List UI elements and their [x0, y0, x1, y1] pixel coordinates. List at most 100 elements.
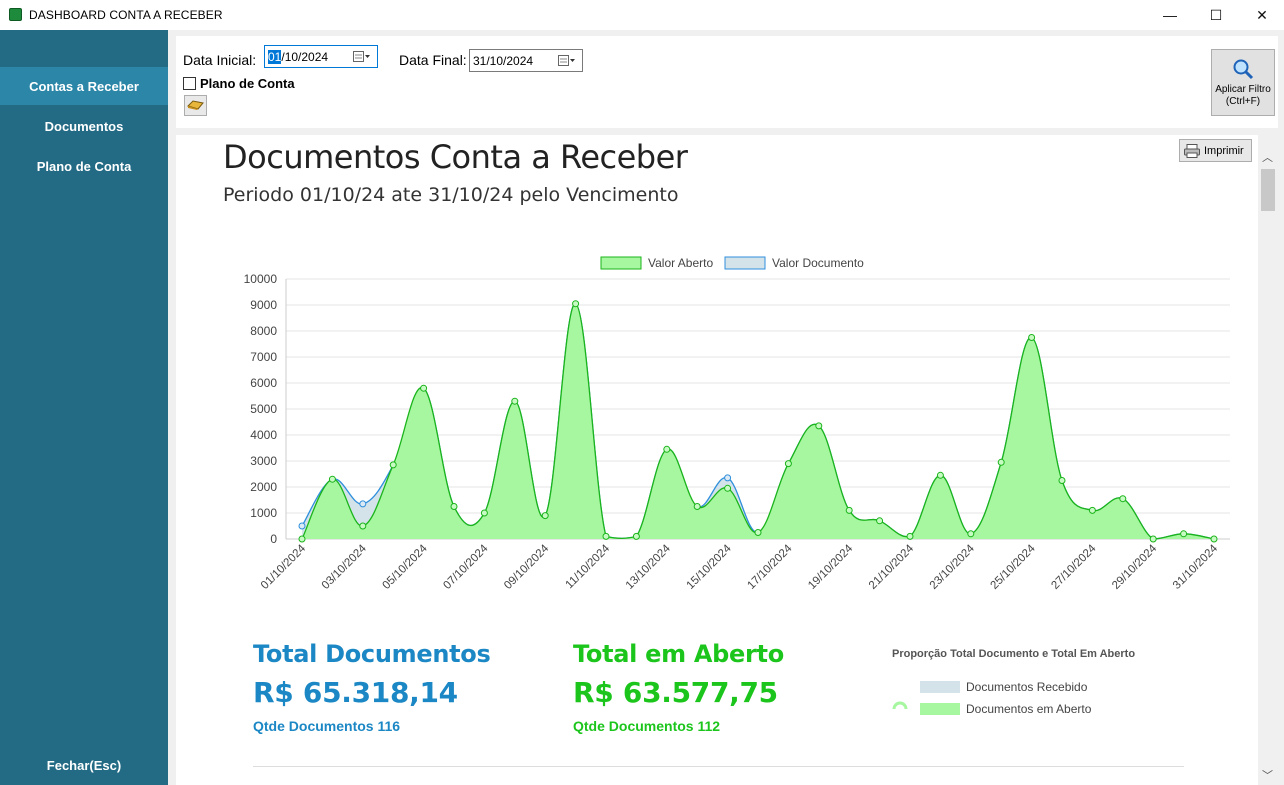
- divider: [253, 766, 1184, 767]
- donut-chart-icon: [892, 701, 908, 710]
- scroll-down-icon[interactable]: ﹀: [1262, 770, 1273, 782]
- data-point-valor-aberto: [632, 532, 640, 540]
- x-tick-label: 01/10/2024: [259, 542, 309, 592]
- legend-swatch-valor-documento: [724, 256, 766, 270]
- data-point-valor-aberto: [876, 517, 884, 525]
- print-label: Imprimir: [1204, 144, 1244, 157]
- maximize-button[interactable]: ☐: [1209, 6, 1223, 23]
- sidebar-item-contas-a-receber[interactable]: Contas a Receber: [0, 67, 168, 105]
- x-tick-label: 19/10/2024: [806, 542, 856, 592]
- y-tick-label: 8000: [250, 324, 277, 338]
- data-point-valor-aberto: [572, 300, 580, 308]
- data-point-valor-aberto: [663, 445, 671, 453]
- legend-aberto-label: Documentos em Aberto: [966, 702, 1092, 716]
- data-point-valor-aberto: [389, 461, 397, 469]
- data-final-label: Data Final:: [399, 52, 467, 68]
- data-point-valor-documento: [359, 500, 367, 508]
- print-button[interactable]: Imprimir: [1179, 139, 1252, 162]
- x-tick-label: 09/10/2024: [502, 542, 552, 592]
- data-inicial-label: Data Inicial:: [183, 52, 257, 68]
- legend-label-valor-documento: Valor Documento: [772, 256, 864, 270]
- x-tick-label: 25/10/2024: [989, 542, 1039, 592]
- legend-recebido-label: Documentos Recebido: [966, 680, 1088, 694]
- scroll-thumb[interactable]: [1261, 169, 1275, 211]
- minimize-button[interactable]: —: [1163, 7, 1177, 23]
- area-chart: 0 1000 2000 3000 4000 5000 6000 7000 8000 9000 100…: [244, 256, 1230, 592]
- x-tick-label: 05/10/2024: [381, 542, 431, 592]
- data-point-valor-aberto: [1210, 535, 1218, 543]
- plano-de-conta-checkbox[interactable]: [183, 77, 196, 90]
- total-aberto-title: Total em Aberto: [573, 640, 784, 668]
- y-tick-label: 2000: [250, 480, 277, 494]
- x-tick-label: 23/10/2024: [928, 542, 978, 592]
- data-point-valor-aberto: [602, 532, 610, 540]
- data-point-valor-aberto: [328, 475, 336, 483]
- x-tick-label: 03/10/2024: [320, 542, 370, 592]
- sidebar-item-documentos[interactable]: Documentos: [44, 118, 124, 134]
- plano-de-conta-label: Plano de Conta: [200, 76, 295, 91]
- total-documentos-count: Qtde Documentos 116: [253, 718, 401, 734]
- x-tick-label: 07/10/2024: [441, 542, 491, 592]
- data-final-field[interactable]: 31/10/2024: [469, 49, 583, 72]
- legend-aberto-swatch: [920, 703, 960, 715]
- data-point-valor-aberto: [1058, 477, 1066, 484]
- data-point-valor-aberto: [1119, 495, 1127, 503]
- y-tick-label: 4000: [250, 428, 277, 442]
- sidebar-item-plano-de-conta[interactable]: Plano de Conta: [36, 158, 132, 174]
- y-tick-label: 9000: [250, 298, 277, 312]
- data-point-valor-aberto: [845, 506, 853, 514]
- data-point-valor-aberto: [480, 509, 488, 517]
- vertical-scrollbar[interactable]: ︿ ﹀: [1258, 135, 1278, 785]
- window-title: DASHBOARD CONTA A RECEBER: [29, 8, 223, 22]
- data-point-valor-aberto: [815, 422, 823, 430]
- data-point-valor-aberto: [936, 471, 944, 479]
- y-tick-label: 5000: [250, 402, 277, 416]
- calendar-dropdown-icon[interactable]: [353, 51, 371, 63]
- data-point-valor-aberto: [1180, 530, 1188, 538]
- data-point-valor-aberto: [1088, 506, 1096, 514]
- data-point-valor-aberto: [1149, 535, 1157, 543]
- scroll-up-icon[interactable]: ︿: [1262, 152, 1273, 164]
- total-documentos-title: Total Documentos: [253, 640, 491, 668]
- x-tick-label: 17/10/2024: [745, 542, 795, 592]
- data-point-valor-aberto: [1028, 334, 1036, 341]
- data-point-valor-aberto: [511, 397, 519, 405]
- proportion-title: Proporção Total Documento e Total Em Abe…: [892, 648, 1136, 660]
- report-title: Documentos Conta a Receber: [223, 138, 688, 176]
- data-point-valor-aberto: [906, 532, 914, 540]
- x-tick-label: 27/10/2024: [1049, 542, 1099, 592]
- clear-filter-button[interactable]: [184, 95, 207, 116]
- data-point-valor-aberto: [693, 503, 701, 510]
- x-tick-label: 31/10/2024: [1171, 542, 1221, 592]
- search-icon: [1233, 59, 1254, 80]
- y-tick-label: 0: [270, 532, 277, 546]
- report-subtitle: Periodo 01/10/24 ate 31/10/24 pelo Venci…: [223, 184, 679, 206]
- sidebar: Contas a Receber Documentos Plano de Con…: [0, 30, 168, 785]
- total-documentos-value: R$ 65.318,14: [253, 676, 458, 709]
- legend-recebido-swatch: [920, 681, 960, 693]
- apply-filter-button[interactable]: Aplicar Filtro (Ctrl+F): [1211, 49, 1275, 116]
- y-tick-label: 3000: [250, 454, 277, 468]
- data-inicial-rest: /10/2024: [281, 49, 329, 64]
- x-tick-label: 13/10/2024: [624, 542, 674, 592]
- data-inicial-field[interactable]: 01/10/2024: [264, 45, 378, 68]
- data-point-valor-aberto: [541, 512, 549, 520]
- calendar-dropdown-icon[interactable]: [558, 55, 576, 67]
- data-point-valor-aberto: [724, 484, 732, 492]
- data-point-valor-aberto: [420, 384, 428, 392]
- printer-icon: [1184, 143, 1200, 158]
- series-area-valor-aberto: [302, 303, 1214, 539]
- data-point-valor-aberto: [298, 535, 306, 543]
- fechar-button[interactable]: Fechar(Esc): [46, 758, 122, 773]
- close-button[interactable]: ✕: [1256, 6, 1268, 23]
- data-point-valor-aberto: [967, 530, 975, 538]
- x-tick-label: 11/10/2024: [564, 542, 613, 591]
- eraser-icon: [187, 100, 204, 110]
- apply-filter-label: Aplicar Filtro: [1215, 84, 1271, 95]
- apply-filter-shortcut: (Ctrl+F): [1225, 96, 1261, 107]
- y-tick-label: 1000: [250, 506, 277, 520]
- x-tick-label: 15/10/2024: [685, 542, 735, 592]
- data-point-valor-aberto: [359, 522, 367, 530]
- data-point-valor-documento: [298, 522, 306, 530]
- total-aberto-value: R$ 63.577,75: [573, 676, 778, 709]
